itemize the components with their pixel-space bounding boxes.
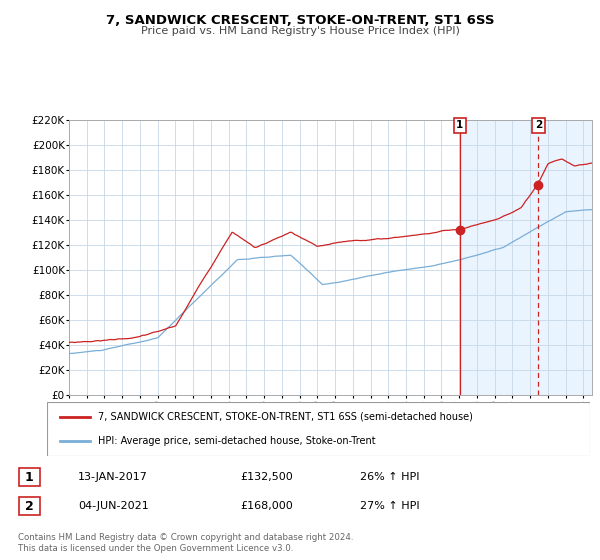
- Text: 7, SANDWICK CRESCENT, STOKE-ON-TRENT, ST1 6SS (semi-detached house): 7, SANDWICK CRESCENT, STOKE-ON-TRENT, ST…: [98, 412, 473, 422]
- Bar: [460, 120, 600, 395]
- Text: 1: 1: [456, 120, 464, 130]
- Text: Contains HM Land Registry data © Crown copyright and database right 2024.
This d: Contains HM Land Registry data © Crown c…: [18, 533, 353, 553]
- Text: 27% ↑ HPI: 27% ↑ HPI: [360, 501, 419, 511]
- Text: 2: 2: [25, 500, 34, 513]
- Text: 13-JAN-2017: 13-JAN-2017: [78, 472, 148, 482]
- Text: 26% ↑ HPI: 26% ↑ HPI: [360, 472, 419, 482]
- Text: 04-JUN-2021: 04-JUN-2021: [78, 501, 149, 511]
- Text: HPI: Average price, semi-detached house, Stoke-on-Trent: HPI: Average price, semi-detached house,…: [98, 436, 376, 446]
- Text: £168,000: £168,000: [240, 501, 293, 511]
- Text: 1: 1: [25, 470, 34, 484]
- Text: Price paid vs. HM Land Registry's House Price Index (HPI): Price paid vs. HM Land Registry's House …: [140, 26, 460, 36]
- Text: 2: 2: [535, 120, 542, 130]
- Text: £132,500: £132,500: [240, 472, 293, 482]
- Text: 7, SANDWICK CRESCENT, STOKE-ON-TRENT, ST1 6SS: 7, SANDWICK CRESCENT, STOKE-ON-TRENT, ST…: [106, 14, 494, 27]
